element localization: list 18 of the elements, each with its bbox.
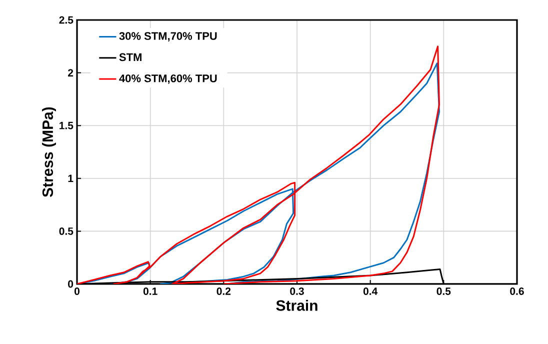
- y-tick-label: 1: [68, 174, 74, 182]
- x-tick-label: 0.6: [510, 288, 524, 295]
- x-tick-label: 0: [74, 288, 80, 295]
- x-tick-label: 0.3: [290, 288, 304, 295]
- legend-label: 40% STM,60% TPU: [119, 74, 217, 84]
- y-tick-label: 0: [68, 280, 74, 288]
- x-axis-title: Strain: [276, 300, 318, 311]
- y-tick-label: 0.5: [59, 227, 74, 235]
- x-tick-label: 0.2: [216, 288, 231, 295]
- y-tick-label: 2: [68, 69, 74, 76]
- x-tick-label: 0.1: [143, 288, 158, 295]
- legend-label: 30% STM,70% TPU: [119, 32, 217, 42]
- y-tick-label: 2.5: [59, 16, 74, 24]
- y-tick-label: 1.5: [60, 122, 74, 130]
- y-axis-title: Stress (MPa): [42, 107, 56, 197]
- x-tick-label: 0.4: [363, 288, 378, 295]
- x-tick-label: 0.5: [436, 288, 451, 295]
- legend-label: STM: [119, 53, 142, 62]
